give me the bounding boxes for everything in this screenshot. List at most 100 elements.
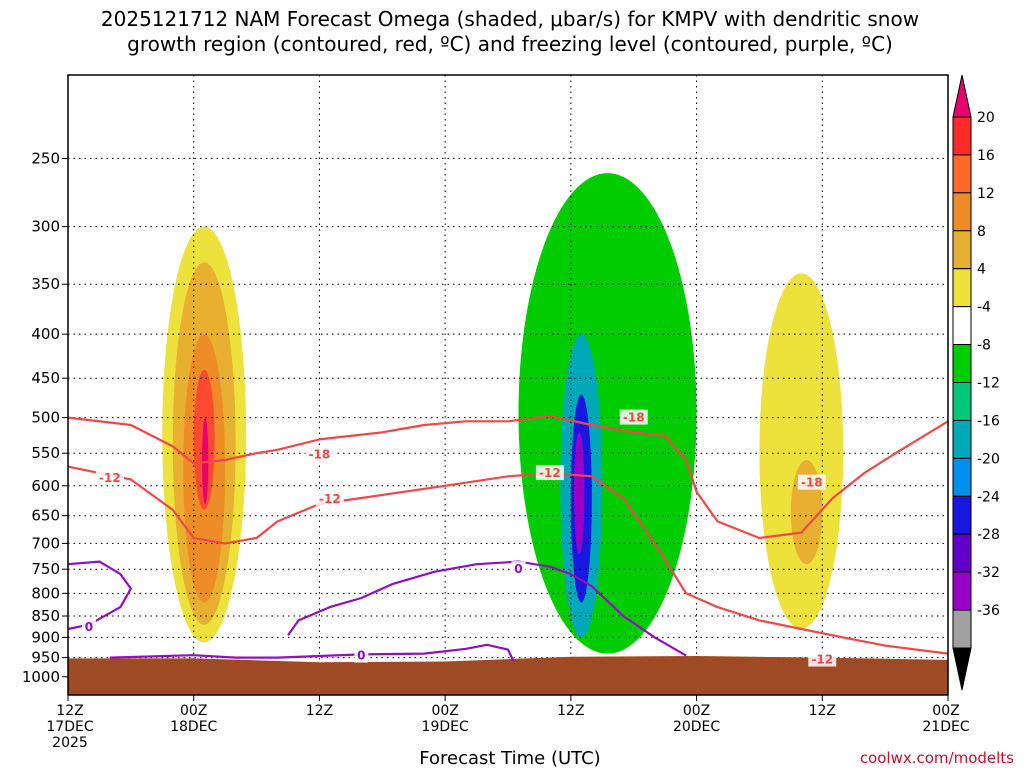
x-tick-label-36-0: 00Z: [431, 703, 458, 719]
contour-label-bg-2-0: [81, 618, 96, 634]
colorbar-label-9: -20: [977, 451, 1000, 467]
x-tick-label-24-0: 12Z: [306, 703, 333, 719]
y-tick-label-250: 250: [31, 149, 60, 167]
colorbar-label-7: -12: [977, 376, 1000, 392]
contour-label-bg-1-2: [535, 465, 564, 481]
y-tick-label-950: 950: [31, 649, 60, 667]
y-tick-label-650: 650: [31, 507, 60, 525]
colorbar-box-13: [952, 609, 972, 649]
contour-1: [67, 465, 949, 655]
contour-label-bg-0-1: [619, 409, 648, 425]
y-tick-label-600: 600: [31, 477, 60, 495]
chart-title-line-1: 2025121712 NAM Forecast Omega (shaded, μ…: [101, 7, 919, 31]
x-tick-label-60-0: 00Z: [683, 703, 710, 719]
colorbar-box-10: [952, 495, 972, 535]
chart-title-line-2: growth region (contoured, red, ºC) and f…: [127, 32, 893, 56]
colorbar-box-9: [952, 457, 972, 497]
y-tick-label-700: 700: [31, 534, 60, 552]
x-tick-label-48-0: 12Z: [557, 703, 584, 719]
omega-shading: [162, 173, 844, 654]
colorbar-label-2: 12: [977, 186, 995, 202]
colorbar: 20 16 12 8 4 -4 -8 -12 -16 -20 -24 -28 -32 -36: [952, 74, 1000, 691]
y-tick-label-850: 850: [31, 607, 60, 625]
plot-area: -18 -18 -18 -12 -12 -12 -12 0 0 0: [67, 74, 949, 696]
colorbar-label-1: 16: [977, 148, 995, 164]
contour-label-0-0: -18: [309, 448, 331, 462]
colorbar-box-11: [952, 533, 972, 573]
contour-label-0-1: -18: [623, 411, 645, 425]
y-tick-label-300: 300: [31, 218, 60, 236]
omega-region-4-5: [759, 273, 844, 629]
contour-label-bg-4-0: [511, 561, 526, 577]
x-tick-label-0-1: 17DEC: [46, 719, 93, 735]
temperature-contours: -18 -18 -18 -12 -12 -12 -12 0 0 0: [67, 409, 949, 667]
contour-label-bg-1-1: [315, 491, 344, 507]
colorbar-label-13: -36: [977, 603, 1000, 619]
y-tick-label-500: 500: [31, 409, 60, 427]
contour-4: [287, 560, 687, 657]
contour-label-0-2: -18: [801, 476, 823, 490]
omega-region-20-4: [202, 417, 209, 505]
x-tick-label-60-1: 20DEC: [673, 719, 720, 735]
x-tick-label-84-0: 00Z: [932, 703, 959, 719]
contour-label-bg-1-0: [95, 470, 124, 486]
y-axis-ticks: 250 300 350 400 450 500 550 600 650 700 750 800 850 9…: [22, 149, 68, 686]
x-tick-label-12-1: 18DEC: [170, 719, 217, 735]
x-tick-label-0-0: 12Z: [56, 703, 83, 719]
y-tick-label-1000: 1000: [22, 668, 60, 686]
colorbar-box-1: [952, 154, 972, 194]
colorbar-box-12: [952, 571, 972, 611]
colorbar-label-12: -32: [977, 565, 1000, 581]
contour-label-bg-1-3: [808, 651, 837, 667]
contour-label-bg-0-2: [797, 474, 826, 490]
y-tick-label-550: 550: [31, 444, 60, 462]
colorbar-label-0: 20: [977, 110, 995, 126]
omega-region--4-7: [518, 173, 697, 654]
x-tick-label-72-0: 12Z: [809, 703, 836, 719]
colorbar-box-4: [952, 268, 972, 308]
colorbar-box-8: [952, 419, 972, 459]
colorbar-label-10: -24: [977, 489, 1000, 505]
y-tick-label-400: 400: [31, 325, 60, 343]
contour-label-bg-3-0: [354, 647, 369, 663]
terrain-ground: [68, 656, 948, 695]
contour-label-bg-0-0: [305, 446, 334, 462]
contour-label-1-3: -12: [811, 653, 833, 667]
colorbar-label-4: 4: [977, 262, 986, 278]
colorbar-box-7: [952, 382, 972, 421]
colorbar-box-3: [952, 230, 972, 270]
omega-region--28-10: [574, 432, 585, 554]
x-tick-label-36-1: 19DEC: [422, 719, 469, 735]
colorbar-box-5: [952, 306, 972, 346]
y-tick-label-800: 800: [31, 584, 60, 602]
colorbar-label-8: -16: [977, 413, 1000, 429]
credit-text: coolwx.com/modelts: [860, 749, 1014, 767]
colorbar-box-6: [952, 344, 972, 384]
contour-0: [67, 415, 949, 540]
colorbar-label-3: 8: [977, 224, 986, 240]
contour-label-3-0: 0: [357, 649, 365, 663]
colorbar-label-6: -8: [977, 338, 991, 354]
x-axis-label: Forecast Time (UTC): [419, 748, 600, 768]
contour-label-2-0: 0: [85, 620, 93, 634]
contour-label-1-1: -12: [319, 492, 341, 506]
contour-label-4-0: 0: [514, 562, 522, 576]
contour-3: [109, 643, 515, 662]
colorbar-box-2: [952, 192, 972, 232]
colorbar-label-11: -28: [977, 527, 1000, 543]
x-tick-label-12-0: 00Z: [180, 703, 207, 719]
y-tick-label-350: 350: [31, 275, 60, 293]
contour-label-1-0: -12: [99, 471, 121, 485]
x-tick-label-0-2: 2025: [52, 735, 88, 751]
y-tick-label-450: 450: [31, 369, 60, 387]
y-tick-label-750: 750: [31, 560, 60, 578]
colorbar-box-0: [952, 116, 972, 156]
contour-label-1-2: -12: [539, 466, 561, 480]
plot-border: [67, 74, 949, 696]
x-tick-label-84-1: 21DEC: [922, 719, 969, 735]
colorbar-bottom-arrow: [952, 647, 972, 691]
y-tick-label-900: 900: [31, 628, 60, 646]
terrain-fill: [68, 656, 948, 695]
